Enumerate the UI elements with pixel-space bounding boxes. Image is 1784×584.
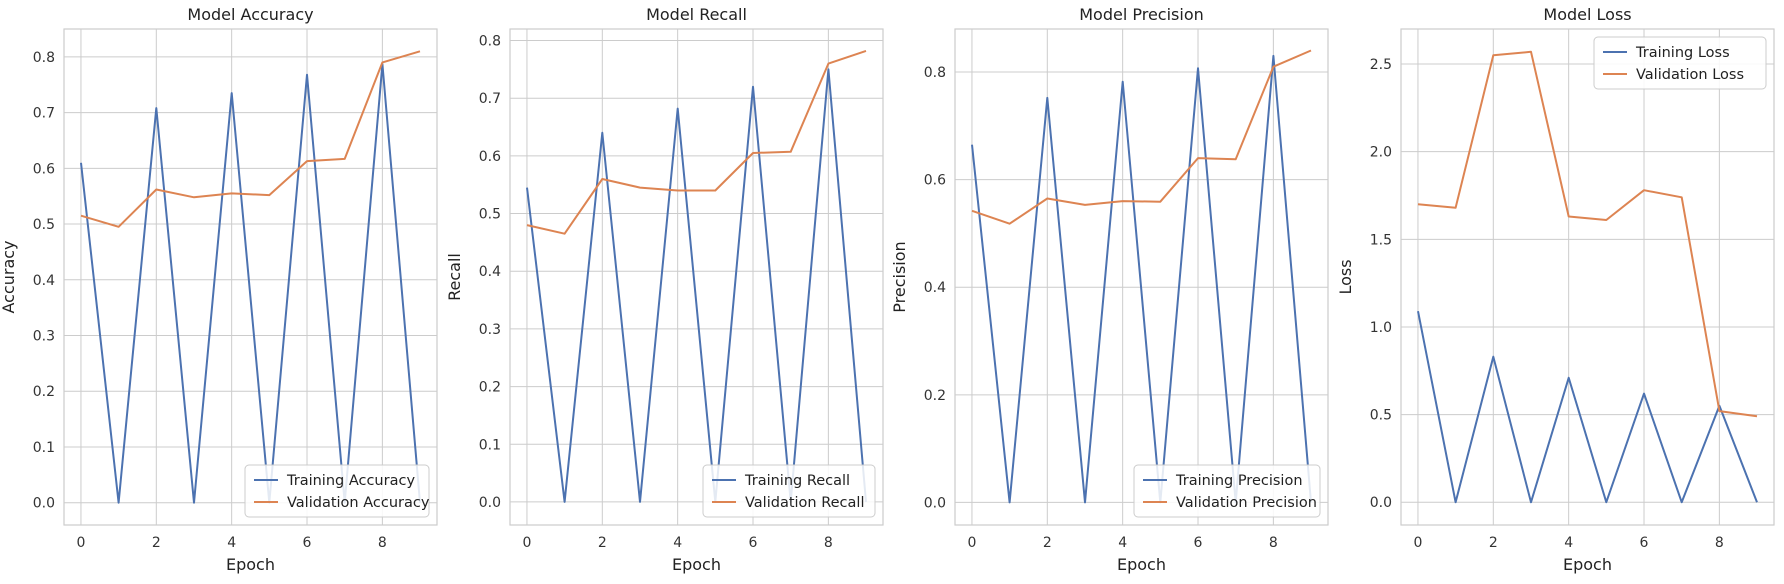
x-tick-label: 4 — [227, 535, 236, 551]
x-tick-label: 2 — [1043, 535, 1052, 551]
legend-label: Validation Precision — [1176, 495, 1317, 511]
x-tick-label: 8 — [1715, 535, 1724, 551]
legend-label: Training Loss — [1635, 45, 1730, 61]
training-loss-line — [1417, 311, 1758, 504]
legend-box — [1133, 464, 1321, 518]
y-tick-label: 2.0 — [1370, 145, 1392, 161]
model-loss-panel: 0 2 4 6 8 0.0 0.5 1.0 1.5 2.0 2.5 Model Loss Epoch Lo… — [1336, 5, 1775, 574]
x-tick-label: 4 — [673, 535, 682, 551]
y-tick-label: 0.6 — [479, 149, 501, 165]
model-accuracy-panel: 0 2 4 6 8 0.0 0.1 0.2 0.3 0.4 0.5 0.6 0.7 0.8 Model Ac… — [0, 5, 438, 574]
plot-frame — [509, 28, 884, 526]
y-tick-label: 0.0 — [1370, 495, 1392, 511]
validation-accuracy-line — [80, 50, 421, 228]
y-tick-label: 0.6 — [924, 173, 946, 189]
y-tick-label: 0.4 — [924, 280, 946, 296]
x-tick-label: 6 — [1194, 535, 1203, 551]
y-tick-label: 0.8 — [33, 50, 55, 66]
chart-title: Model Precision — [1079, 5, 1204, 24]
chart-title: Model Accuracy — [187, 5, 313, 24]
y-tick-label: 0.0 — [33, 496, 55, 512]
legend-label: Validation Accuracy — [287, 495, 430, 511]
y-tick-label: 0.3 — [33, 329, 55, 345]
y-tick-label: 0.6 — [33, 161, 55, 177]
y-tick-label: 0.7 — [33, 106, 55, 122]
y-tick-label: 0.8 — [479, 34, 501, 50]
legend: Training Precision Validation Precision — [1133, 464, 1321, 518]
y-tick-label: 0.3 — [479, 322, 501, 338]
legend-box — [702, 464, 876, 518]
y-axis-label: Accuracy — [0, 240, 18, 313]
legend-label: Training Accuracy — [286, 473, 415, 489]
training-recall-line — [526, 68, 867, 503]
x-axis-label: Epoch — [672, 555, 721, 574]
y-tick-label: 0.4 — [33, 273, 55, 289]
x-tick-label: 4 — [1118, 535, 1127, 551]
legend-label: Validation Loss — [1636, 67, 1744, 83]
legend-box — [1593, 36, 1767, 90]
x-tick-label: 4 — [1564, 535, 1573, 551]
y-axis-label: Loss — [1336, 259, 1355, 294]
legend-label: Training Recall — [744, 473, 850, 489]
x-tick-label: 2 — [152, 535, 161, 551]
training-precision-line — [971, 54, 1312, 504]
y-tick-label: 1.0 — [1370, 320, 1392, 336]
y-tick-label: 0.4 — [479, 264, 501, 280]
y-tick-label: 0.0 — [924, 495, 946, 511]
x-tick-label: 0 — [967, 535, 976, 551]
y-tick-label: 0.0 — [479, 495, 501, 511]
x-tick-label: 0 — [76, 535, 85, 551]
y-tick-label: 0.1 — [479, 437, 501, 453]
x-tick-label: 0 — [1413, 535, 1422, 551]
x-axis-label: Epoch — [1563, 555, 1612, 574]
x-tick-label: 0 — [522, 535, 531, 551]
y-axis-label: Precision — [890, 241, 909, 312]
y-tick-label: 0.2 — [479, 380, 501, 396]
y-tick-label: 0.2 — [33, 384, 55, 400]
y-tick-label: 0.5 — [479, 207, 501, 223]
y-tick-label: 0.5 — [33, 217, 55, 233]
x-axis-label: Epoch — [226, 555, 275, 574]
legend-label: Training Precision — [1175, 473, 1303, 489]
validation-precision-line — [971, 49, 1312, 225]
x-tick-label: 8 — [1269, 535, 1278, 551]
x-axis-label: Epoch — [1117, 555, 1166, 574]
y-tick-label: 0.5 — [1370, 408, 1392, 424]
model-recall-panel: 0 2 4 6 8 0.0 0.1 0.2 0.3 0.4 0.5 0.6 0.7 0.8 Model Re… — [445, 5, 884, 574]
legend: Training Loss Validation Loss — [1593, 36, 1767, 90]
y-tick-label: 2.5 — [1370, 57, 1392, 73]
y-tick-label: 1.5 — [1370, 232, 1392, 248]
y-tick-label: 0.8 — [924, 65, 946, 81]
x-tick-label: 6 — [1640, 535, 1649, 551]
model-precision-panel: 0 2 4 6 8 0.0 0.2 0.4 0.6 0.8 Model Precision Epoch… — [890, 5, 1329, 574]
validation-loss-line — [1417, 50, 1758, 418]
y-tick-label: 0.7 — [479, 91, 501, 107]
x-tick-label: 8 — [378, 535, 387, 551]
chart-title: Model Recall — [646, 5, 747, 24]
plot-frame — [954, 28, 1329, 526]
plot-frame — [63, 28, 438, 526]
validation-recall-line — [526, 49, 867, 235]
legend-box — [244, 464, 430, 518]
y-tick-label: 0.2 — [924, 388, 946, 404]
y-axis-label: Recall — [445, 253, 464, 301]
plot-frame — [1400, 28, 1775, 526]
x-tick-label: 2 — [598, 535, 607, 551]
legend: Training Accuracy Validation Accuracy — [244, 464, 430, 518]
chart-title: Model Loss — [1543, 5, 1631, 24]
training-accuracy-line — [80, 63, 421, 504]
x-tick-label: 8 — [824, 535, 833, 551]
x-tick-label: 6 — [303, 535, 312, 551]
x-tick-label: 6 — [749, 535, 758, 551]
y-tick-label: 0.1 — [33, 440, 55, 456]
legend: Training Recall Validation Recall — [702, 464, 876, 518]
legend-label: Validation Recall — [745, 495, 864, 511]
x-tick-label: 2 — [1489, 535, 1498, 551]
